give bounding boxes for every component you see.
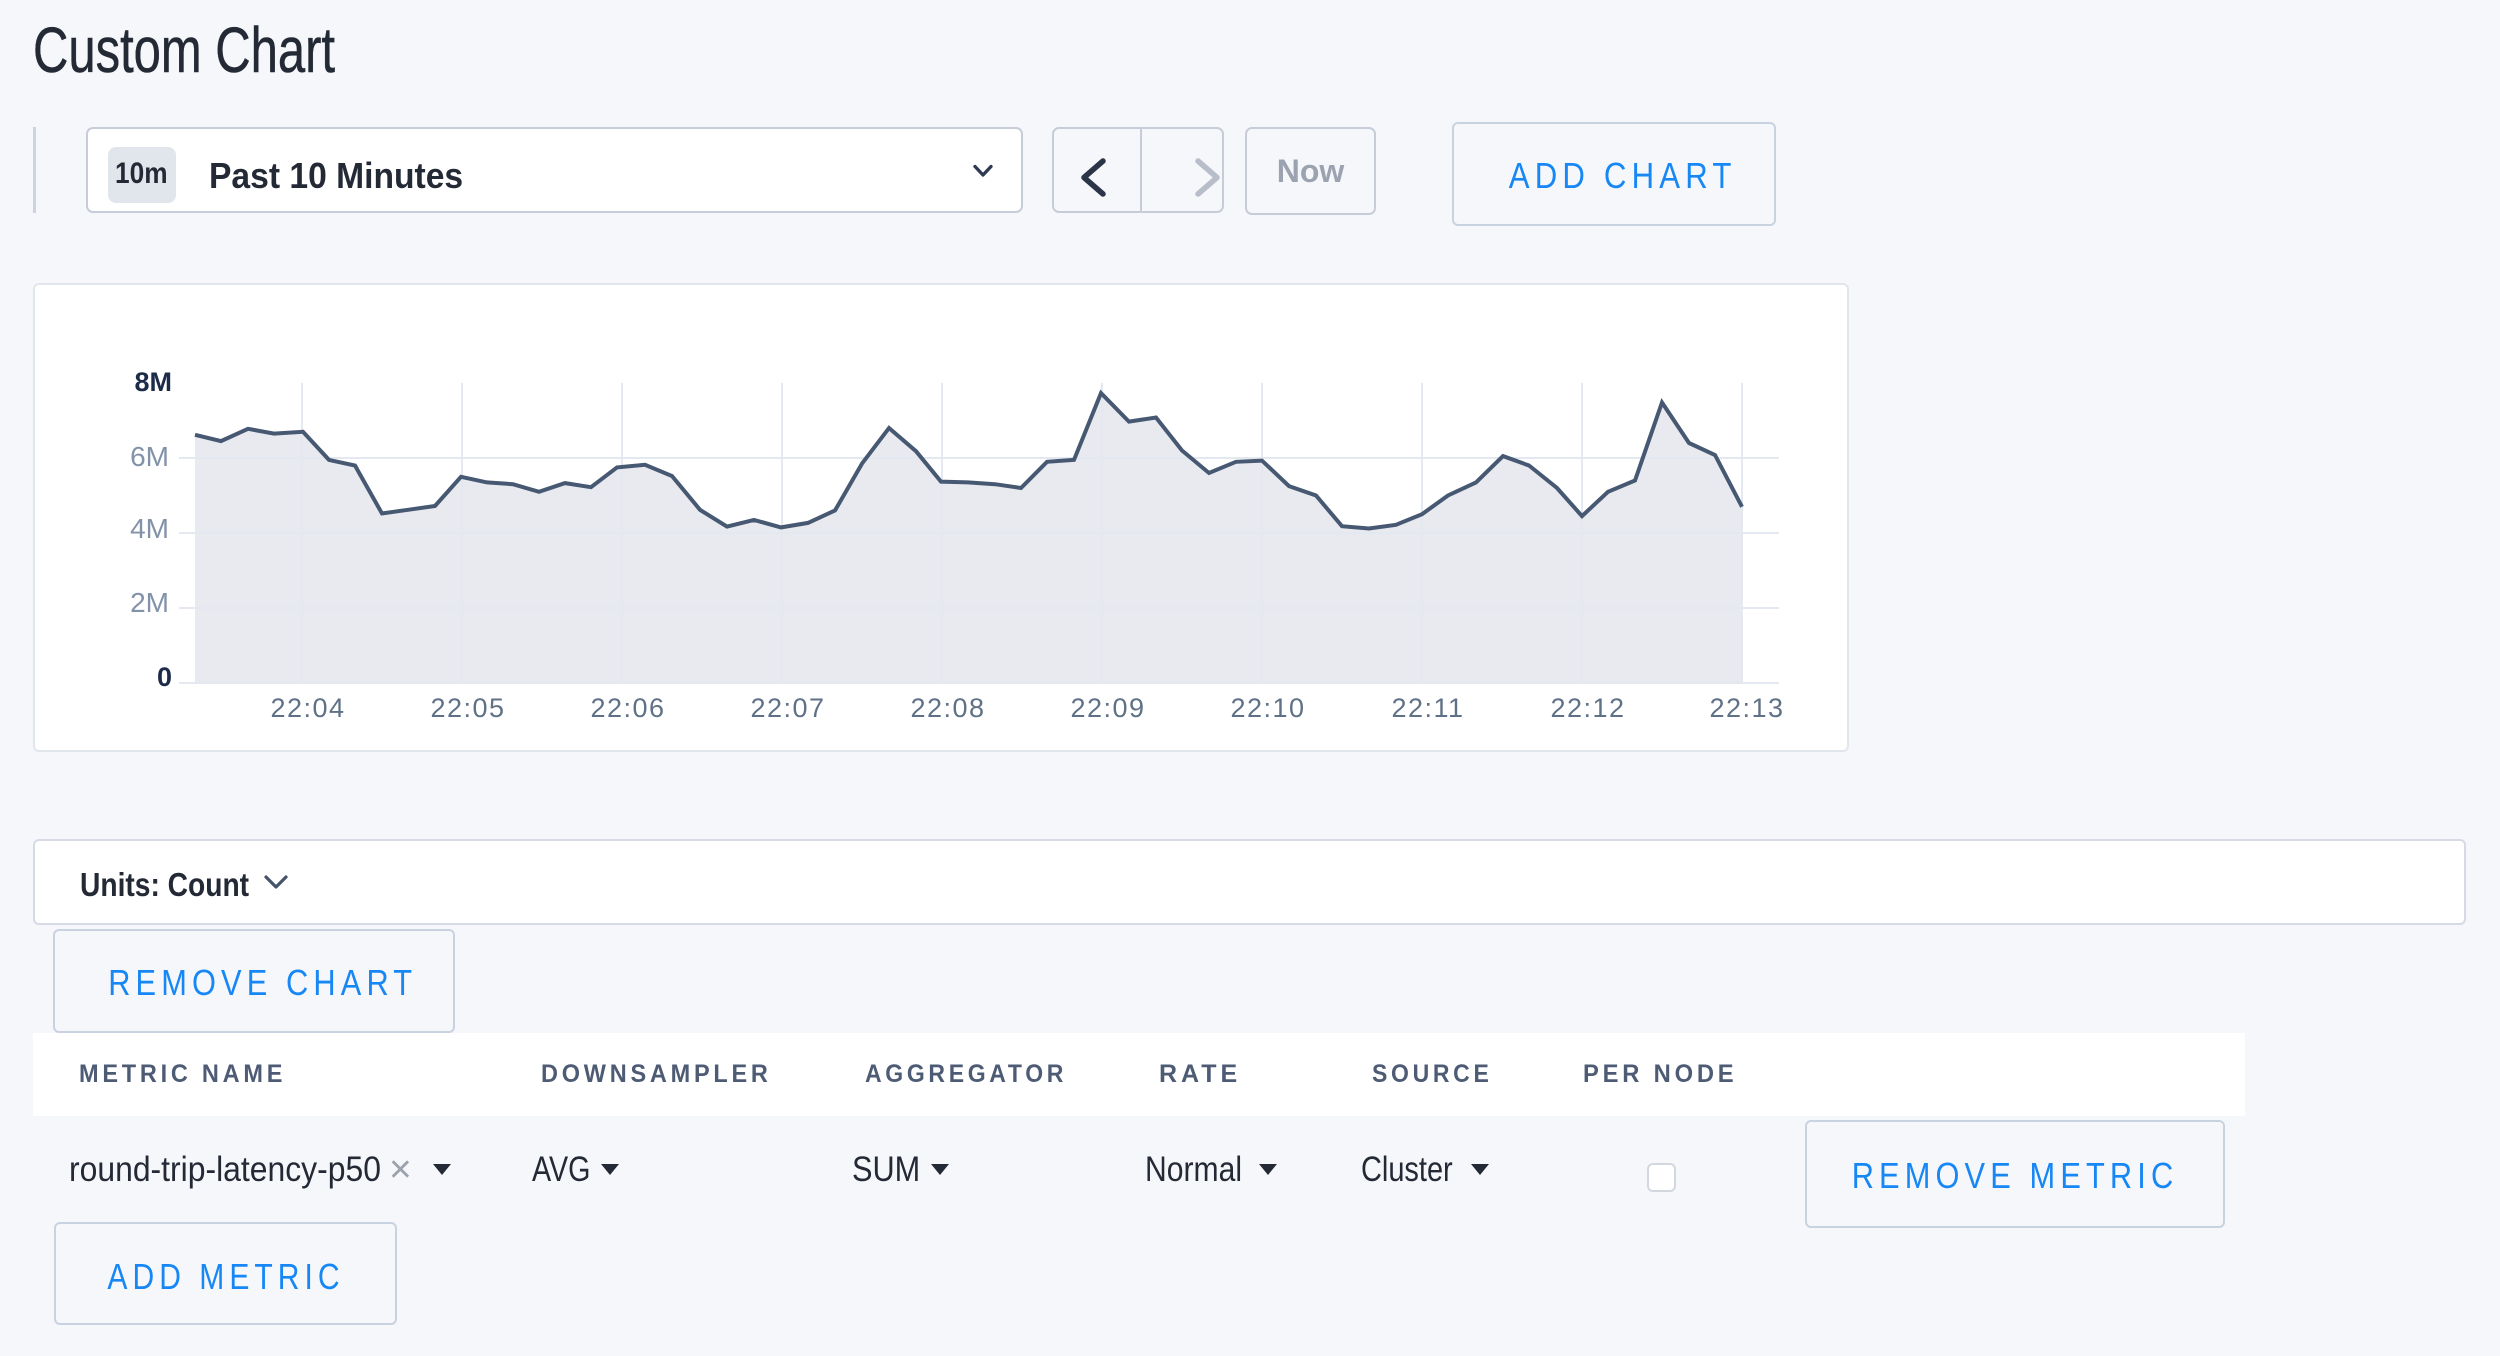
svg-text:22:13: 22:13 (1709, 693, 1784, 723)
svg-text:2M: 2M (130, 587, 169, 618)
svg-text:22:09: 22:09 (1070, 693, 1145, 723)
svg-text:6M: 6M (130, 441, 169, 472)
svg-text:22:06: 22:06 (590, 693, 665, 723)
svg-text:22:10: 22:10 (1230, 693, 1305, 723)
svg-text:22:08: 22:08 (910, 693, 985, 723)
svg-text:22:04: 22:04 (270, 693, 345, 723)
svg-text:22:05: 22:05 (430, 693, 505, 723)
svg-text:22:12: 22:12 (1550, 693, 1625, 723)
svg-text:0: 0 (157, 662, 172, 692)
svg-text:4M: 4M (130, 513, 169, 544)
svg-text:8M: 8M (134, 367, 172, 397)
svg-text:22:11: 22:11 (1391, 693, 1464, 723)
svg-text:22:07: 22:07 (750, 693, 825, 723)
